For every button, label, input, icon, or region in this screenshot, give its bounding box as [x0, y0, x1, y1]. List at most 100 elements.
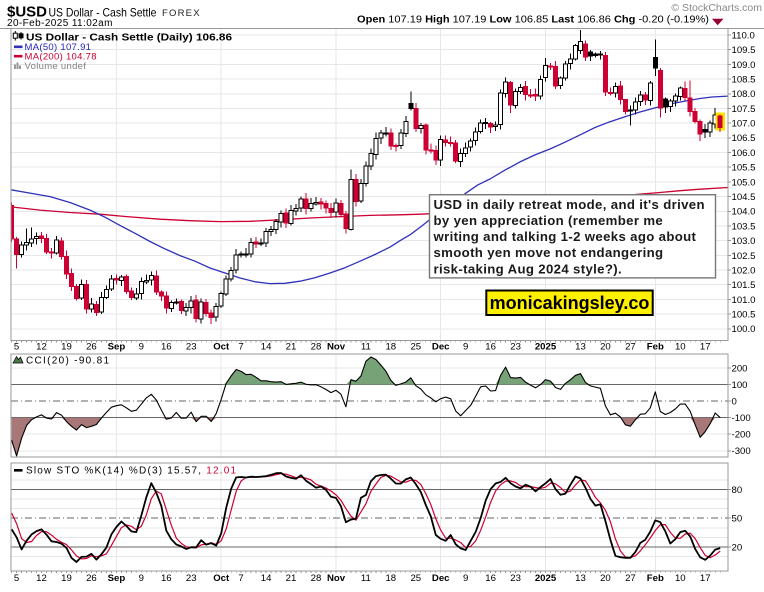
svg-text:Feb: Feb — [647, 573, 664, 584]
svg-text:9: 9 — [463, 342, 468, 353]
svg-text:100.0: 100.0 — [732, 324, 756, 335]
svg-text:10: 10 — [675, 342, 686, 353]
svg-text:19: 19 — [61, 573, 72, 584]
svg-text:18: 18 — [385, 342, 396, 353]
svg-text:14: 14 — [261, 342, 272, 353]
svg-text:US Dollar - Cash Settle (Daily: US Dollar - Cash Settle (Daily) 106.86 — [26, 32, 232, 43]
svg-text:risk-taking Aug 2024 style?).: risk-taking Aug 2024 style?). — [434, 261, 622, 276]
svg-text:102.0: 102.0 — [732, 265, 756, 276]
svg-text:101.5: 101.5 — [732, 280, 756, 291]
svg-text:2025: 2025 — [535, 573, 557, 584]
svg-text:27: 27 — [625, 573, 636, 584]
svg-text:26: 26 — [86, 573, 97, 584]
svg-text:102.5: 102.5 — [732, 251, 756, 262]
svg-text:106.5: 106.5 — [732, 133, 756, 144]
svg-text:Volume undef: Volume undef — [25, 61, 87, 72]
svg-text:100.5: 100.5 — [732, 310, 756, 321]
svg-text:101.0: 101.0 — [732, 295, 756, 306]
svg-text:FOREX: FOREX — [162, 8, 201, 19]
svg-text:Dec: Dec — [432, 573, 450, 584]
svg-text:18: 18 — [385, 573, 396, 584]
svg-text:9: 9 — [139, 573, 144, 584]
svg-text:Dec: Dec — [432, 342, 450, 353]
svg-text:100: 100 — [732, 380, 748, 391]
svg-text:9: 9 — [139, 342, 144, 353]
svg-text:103.5: 103.5 — [732, 221, 756, 232]
svg-text:Feb: Feb — [647, 342, 664, 353]
svg-text:monicakingsley.co: monicakingsley.co — [490, 293, 650, 313]
svg-text:14: 14 — [261, 573, 272, 584]
svg-text:2025: 2025 — [535, 342, 557, 353]
svg-text:20: 20 — [600, 573, 611, 584]
svg-text:23: 23 — [510, 573, 521, 584]
svg-text:writing and talking 1-2 weeks: writing and talking 1-2 weeks ago about — [433, 229, 697, 244]
svg-text:13: 13 — [575, 573, 586, 584]
svg-text:21: 21 — [286, 573, 297, 584]
svg-text:105.5: 105.5 — [732, 163, 756, 174]
svg-text:10: 10 — [675, 573, 686, 584]
svg-text:21: 21 — [286, 342, 297, 353]
svg-text:200: 200 — [732, 363, 748, 374]
svg-text:28: 28 — [311, 573, 322, 584]
svg-text:© StockCharts.com: © StockCharts.com — [671, 2, 762, 14]
svg-text:23: 23 — [510, 342, 521, 353]
svg-text:27: 27 — [625, 342, 636, 353]
svg-text:Oct: Oct — [213, 573, 230, 584]
svg-text:20: 20 — [600, 342, 611, 353]
svg-text:11: 11 — [361, 573, 371, 584]
svg-text:16: 16 — [161, 573, 172, 584]
svg-text:23: 23 — [186, 342, 197, 353]
svg-text:109.5: 109.5 — [732, 45, 756, 56]
svg-text:109.0: 109.0 — [732, 60, 756, 71]
svg-text:16: 16 — [485, 573, 496, 584]
svg-text:28: 28 — [311, 342, 322, 353]
svg-text:13: 13 — [575, 342, 586, 353]
svg-text:Nov: Nov — [327, 342, 346, 353]
svg-text:5: 5 — [14, 573, 19, 584]
svg-text:104.0: 104.0 — [732, 207, 756, 218]
svg-text:106.0: 106.0 — [732, 148, 756, 159]
svg-text:105.0: 105.0 — [732, 177, 756, 188]
svg-text:110.0: 110.0 — [732, 30, 755, 41]
svg-text:Sep: Sep — [108, 573, 126, 584]
svg-text:Slow STO %K(14) %D(3) 15.57, 1: Slow STO %K(14) %D(3) 15.57, 12.01 — [26, 466, 237, 477]
svg-text:25: 25 — [410, 342, 421, 353]
svg-text:80: 80 — [732, 485, 743, 496]
svg-text:7: 7 — [238, 573, 243, 584]
svg-text:108.5: 108.5 — [732, 75, 756, 86]
svg-text:$USD: $USD — [7, 4, 47, 21]
svg-text:-300: -300 — [732, 446, 751, 457]
svg-text:50: 50 — [732, 514, 743, 525]
svg-text:25: 25 — [410, 573, 421, 584]
svg-text:23: 23 — [186, 573, 197, 584]
svg-text:9: 9 — [463, 573, 468, 584]
svg-text:MA(50) 107.91: MA(50) 107.91 — [25, 42, 92, 53]
svg-text:smooth yen move not endangerin: smooth yen move not endangering — [434, 245, 664, 260]
svg-text:CCI(20) -90.81: CCI(20) -90.81 — [26, 355, 110, 366]
svg-text:20-Feb-2025 11:02am: 20-Feb-2025 11:02am — [7, 18, 113, 29]
svg-text:20: 20 — [732, 542, 743, 553]
svg-text:Open 107.19 High 107.19 Low 10: Open 107.19 High 107.19 Low 106.85 Last … — [357, 14, 709, 26]
svg-text:108.0: 108.0 — [732, 89, 756, 100]
svg-text:7: 7 — [238, 342, 243, 353]
svg-text:26: 26 — [86, 342, 97, 353]
svg-text:16: 16 — [161, 342, 172, 353]
svg-text:0: 0 — [732, 397, 737, 408]
svg-text:12: 12 — [36, 573, 47, 584]
svg-text:17: 17 — [700, 573, 711, 584]
svg-text:16: 16 — [485, 342, 496, 353]
svg-text:by yen appreciation (remember: by yen appreciation (remember me — [434, 213, 664, 228]
svg-text:104.5: 104.5 — [732, 192, 756, 203]
svg-text:107.5: 107.5 — [732, 104, 756, 115]
svg-text:Sep: Sep — [108, 342, 126, 353]
svg-text:MA(200) 104.78: MA(200) 104.78 — [25, 52, 97, 63]
svg-text:11: 11 — [361, 342, 371, 353]
svg-text:Nov: Nov — [327, 573, 346, 584]
svg-text:17: 17 — [700, 342, 711, 353]
svg-text:12: 12 — [36, 342, 47, 353]
svg-text:-200: -200 — [732, 430, 751, 441]
svg-text:19: 19 — [61, 342, 72, 353]
svg-text:USD in daily retreat mode, and: USD in daily retreat mode, and it's driv… — [434, 197, 705, 212]
svg-text:103.0: 103.0 — [732, 236, 756, 247]
svg-text:5: 5 — [14, 342, 19, 353]
